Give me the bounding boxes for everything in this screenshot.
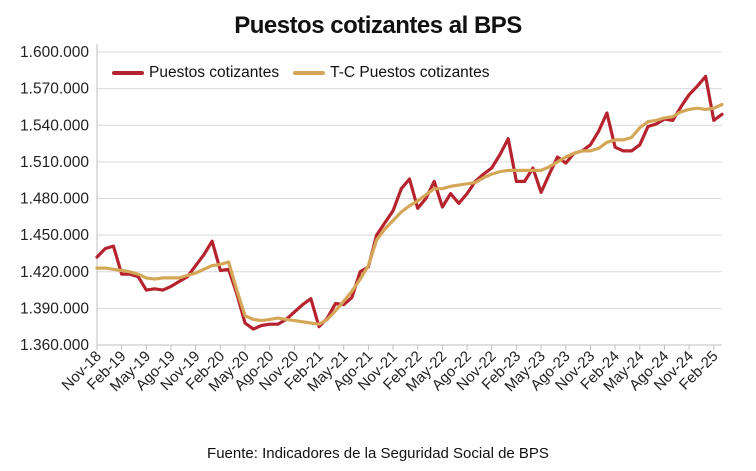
y-tick-label: 1.570.000: [20, 81, 89, 98]
legend-item-puestos: Puestos cotizantes: [112, 64, 279, 82]
y-tick-label: 1.480.000: [20, 191, 89, 208]
series-line-puestos-cotizantes: [95, 74, 724, 331]
source-note: Fuente: Indicadores de la Seguridad Soci…: [207, 445, 549, 462]
series-line-tc-puestos-cotizantes: [95, 102, 724, 326]
legend-item-tc: T-C Puestos cotizantes: [293, 64, 489, 82]
gridlines: [97, 51, 722, 346]
y-tick-label: 1.450.000: [20, 227, 89, 244]
y-tick-label: 1.510.000: [20, 154, 89, 171]
y-axis: 1.360.000 1.390.000 1.420.000 1.450.000 1.48…: [20, 44, 98, 354]
legend-label-puestos: Puestos cotizantes: [149, 64, 280, 81]
series-lines: [95, 74, 724, 331]
x-axis: Nov-18Feb-19May-19Ago-19Nov-19Feb-20May-…: [59, 344, 722, 395]
chart-title: Puestos cotizantes al BPS: [234, 12, 522, 39]
legend: Puestos cotizantes T-C Puestos cotizante…: [112, 64, 503, 82]
legend-swatch-puestos: [112, 71, 144, 75]
y-tick-label: 1.360.000: [20, 337, 89, 354]
y-tick-label: 1.600.000: [20, 44, 89, 61]
legend-label-tc: T-C Puestos cotizantes: [330, 64, 490, 81]
y-tick-label: 1.540.000: [20, 117, 89, 134]
legend-swatch-tc: [293, 71, 326, 75]
y-tick-label: 1.420.000: [20, 264, 89, 281]
y-tick-label: 1.390.000: [20, 300, 89, 317]
